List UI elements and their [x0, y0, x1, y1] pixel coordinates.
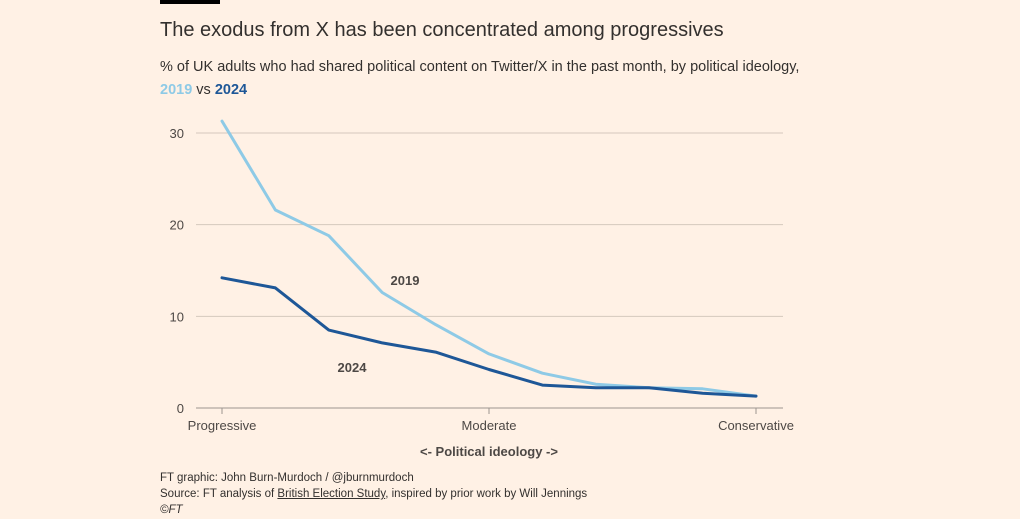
- source-prefix: Source: FT analysis of: [160, 488, 278, 500]
- series-label-2019: 2019: [391, 273, 420, 288]
- chart-footer: FT graphic: John Burn-Murdoch / @jburnmu…: [160, 470, 587, 518]
- source-line: Source: FT analysis of British Election …: [160, 486, 587, 502]
- x-axis-title: <- Political ideology ->: [420, 444, 558, 459]
- legend-key-2024: 2024: [214, 82, 248, 98]
- y-axis-ticks: 0 10 20 30: [170, 126, 184, 416]
- x-tick-label-0: Progressive: [188, 418, 257, 433]
- source-suffix: , inspired by prior work by Will Jenning…: [385, 488, 588, 500]
- y-tick-label-20: 20: [170, 218, 184, 233]
- x-tick-label-2: Conservative: [718, 418, 794, 433]
- series-label-2024: 2024: [338, 360, 368, 375]
- legend-vs: vs: [196, 82, 211, 98]
- y-tick-label-30: 30: [170, 126, 184, 141]
- x-tick-label-1: Moderate: [462, 418, 517, 433]
- chart-title: The exodus from X has been concentrated …: [160, 19, 724, 41]
- x-axis-ticks: Progressive Moderate Conservative: [188, 408, 794, 433]
- series-line-2019: [220, 119, 758, 398]
- credit-line: FT graphic: John Burn-Murdoch / @jburnmu…: [160, 472, 414, 484]
- subtitle-text: % of UK adults who had shared political …: [160, 59, 800, 75]
- gridlines: [196, 132, 783, 317]
- copyright: ©FT: [160, 504, 183, 516]
- y-tick-label-0: 0: [177, 401, 184, 416]
- series-labels: 2019 2024: [338, 273, 420, 375]
- chart-subtitle: % of UK adults who had shared political …: [160, 56, 880, 102]
- source-link[interactable]: British Election Study: [277, 488, 386, 500]
- series-line-2024: [220, 276, 758, 398]
- y-tick-label-10: 10: [170, 309, 184, 324]
- legend-key-2019: 2019: [160, 82, 193, 98]
- ft-brand-bar: [160, 0, 220, 4]
- series-lines: [220, 119, 758, 398]
